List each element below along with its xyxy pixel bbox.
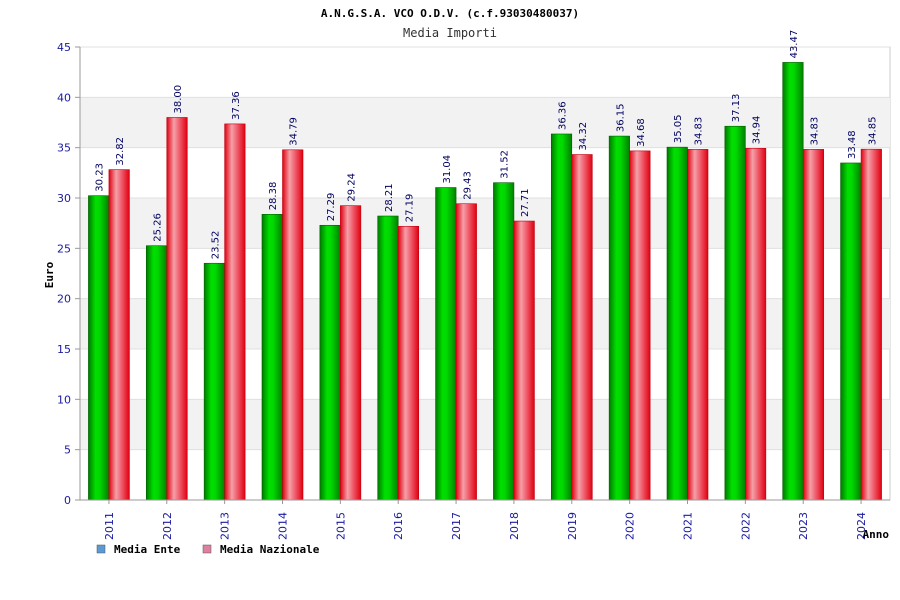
data-label-media-ente: 25.26 — [153, 213, 164, 242]
y-tick-label: 35 — [57, 142, 71, 155]
data-label-media-ente: 36.36 — [558, 101, 569, 130]
chart-subtitle: Media Importi — [403, 26, 497, 40]
data-label-media-nazionale: 34.83 — [809, 117, 820, 146]
data-label-media-ente: 31.52 — [500, 150, 511, 179]
grid-band — [80, 399, 890, 450]
bar-media-ente — [203, 262, 225, 501]
y-tick-label: 10 — [57, 393, 71, 406]
bar-media-nazionale — [629, 150, 651, 501]
bar-media-nazionale — [571, 154, 593, 501]
bar-media-nazionale — [166, 117, 188, 501]
data-label-media-nazionale: 34.83 — [694, 117, 705, 146]
legend-swatch-nazionale — [202, 544, 212, 554]
data-label-media-ente: 30.23 — [95, 163, 106, 192]
data-label-media-nazionale: 34.79 — [289, 117, 300, 146]
grid-band — [80, 198, 890, 249]
bar-media-nazionale — [224, 123, 246, 501]
data-label-media-ente: 31.04 — [442, 155, 453, 184]
data-label-media-nazionale: 27.71 — [520, 188, 531, 217]
data-label-media-nazionale: 34.32 — [578, 122, 589, 151]
data-label-media-nazionale: 34.85 — [867, 117, 878, 146]
bars — [88, 62, 882, 501]
y-tick-label: 20 — [57, 293, 71, 306]
bar-media-ente — [840, 162, 862, 501]
y-tick-label: 40 — [57, 91, 71, 104]
bar-media-nazionale — [455, 203, 477, 501]
bar-media-nazionale — [687, 149, 709, 501]
chart-title: A.N.G.S.A. VCO O.D.V. (c.f.93030480037) — [321, 7, 579, 20]
grid-bands — [79, 46, 891, 501]
bar-media-ente — [319, 224, 341, 501]
data-label-media-nazionale: 34.68 — [636, 118, 647, 147]
bar-media-nazionale — [108, 169, 130, 501]
y-tick-label: 0 — [64, 494, 71, 507]
bar-media-nazionale — [802, 149, 825, 501]
bar-media-ente — [261, 214, 283, 501]
bar-media-ente — [377, 215, 399, 501]
x-tick-label: 2019 — [566, 512, 579, 540]
x-tick-label: 2014 — [277, 512, 290, 540]
bar-media-ente — [493, 182, 515, 501]
y-tick-label: 30 — [57, 192, 71, 205]
y-axis-label: Euro — [43, 261, 56, 288]
legend-label-nazionale: Media Nazionale — [220, 543, 320, 556]
data-label-media-ente: 23.52 — [210, 231, 221, 260]
x-tick-label: 2013 — [219, 512, 232, 540]
y-tick-label: 15 — [57, 343, 71, 356]
y-axis-ticks: 0 5 10 15 20 25 30 35 40 45 — [57, 41, 80, 507]
x-tick-label: 2020 — [624, 512, 637, 540]
x-tick-label: 2012 — [161, 512, 174, 540]
data-label-media-nazionale: 38.00 — [173, 85, 184, 114]
x-axis-label: Anno — [863, 528, 890, 541]
bar-media-nazionale — [513, 220, 535, 501]
bar-media-ente — [88, 195, 110, 501]
data-label-media-ente: 43.47 — [789, 30, 800, 59]
legend-swatch-ente — [96, 544, 106, 554]
data-label-media-nazionale: 32.82 — [115, 137, 126, 166]
data-label-media-ente: 27.29 — [326, 193, 337, 222]
bar-media-ente — [435, 187, 457, 501]
y-tick-label: 45 — [57, 41, 71, 54]
data-label-media-ente: 35.05 — [673, 115, 684, 144]
x-tick-label: 2011 — [103, 512, 116, 540]
x-tick-label: 2021 — [682, 512, 695, 540]
data-label-media-nazionale: 34.94 — [752, 116, 763, 145]
legend: Media Ente Media Nazionale — [96, 543, 320, 556]
bar-media-ente — [550, 133, 573, 501]
data-labels: 30.23 32.82 25.26 38.00 23.52 37.36 28.38 34.79… — [95, 30, 879, 259]
x-tick-label: 2022 — [739, 512, 752, 540]
bar-media-nazionale — [397, 225, 420, 501]
data-label-media-ente: 36.15 — [615, 103, 626, 132]
data-label-media-nazionale: 27.19 — [404, 194, 415, 223]
legend-label-ente: Media Ente — [114, 543, 181, 556]
bar-media-ente — [145, 245, 168, 501]
data-label-media-nazionale: 29.24 — [347, 173, 358, 202]
x-tick-label: 2016 — [392, 512, 405, 540]
data-label-media-ente: 33.48 — [847, 130, 858, 159]
x-tick-label: 2015 — [334, 512, 347, 540]
bar-media-ente — [724, 125, 746, 501]
data-label-media-ente: 37.13 — [731, 94, 742, 123]
bar-media-ente — [608, 135, 630, 501]
x-tick-label: 2018 — [508, 512, 521, 540]
data-label-media-ente: 28.38 — [268, 182, 279, 211]
bar-media-nazionale — [860, 148, 882, 501]
bar-media-ente — [782, 62, 804, 501]
grid-band — [80, 97, 890, 148]
y-tick-label: 25 — [57, 242, 71, 255]
bar-media-nazionale — [282, 149, 304, 501]
grid-band — [80, 298, 890, 349]
x-tick-label: 2023 — [797, 512, 810, 540]
x-axis-ticks: 2011 2012 2013 2014 2015 2016 2017 2018 2019 2020… — [103, 500, 868, 540]
x-tick-label: 2024 — [855, 512, 868, 540]
bar-media-ente — [666, 146, 688, 501]
y-tick-label: 5 — [64, 444, 71, 457]
data-label-media-nazionale: 29.43 — [462, 171, 473, 200]
bar-media-nazionale — [745, 147, 767, 501]
data-label-media-nazionale: 37.36 — [231, 91, 242, 120]
x-tick-label: 2017 — [450, 512, 463, 540]
bar-media-nazionale — [340, 205, 362, 501]
data-label-media-ente: 28.21 — [384, 183, 395, 212]
